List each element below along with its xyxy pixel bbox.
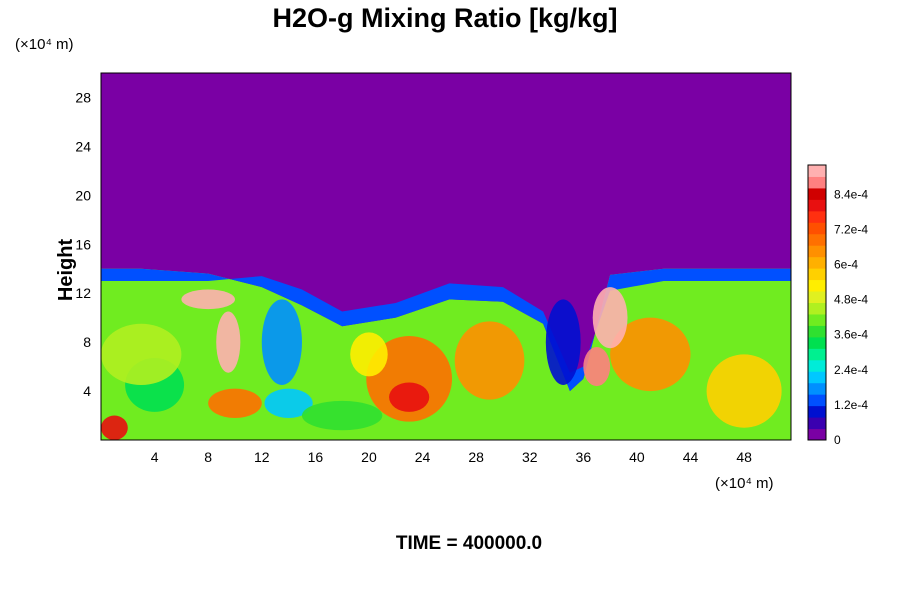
colorbar-swatch <box>808 176 826 189</box>
x-axis-unit: (×10⁴ m) <box>715 475 774 492</box>
field-feature <box>264 388 313 418</box>
colorbar-label: 3.6e-4 <box>834 328 868 342</box>
colorbar-swatch <box>808 313 826 326</box>
field-feature <box>610 317 691 392</box>
x-tick-label: 8 <box>204 449 212 465</box>
field-feature <box>301 400 383 431</box>
colorbar-swatch <box>808 382 826 395</box>
x-tick-label: 32 <box>522 449 538 465</box>
x-tick-label: 16 <box>308 449 324 465</box>
field-feature <box>706 354 782 428</box>
x-tick-label: 36 <box>576 449 592 465</box>
colorbar-swatch <box>808 405 826 418</box>
colorbar-label: 8.4e-4 <box>834 187 868 201</box>
x-tick-label: 48 <box>736 449 752 465</box>
colorbar-swatch <box>808 348 826 361</box>
x-tick-label: 24 <box>415 449 431 465</box>
colorbar-swatch <box>808 359 826 372</box>
y-axis-unit: (×10⁴ m) <box>15 36 74 53</box>
field-feature <box>350 332 388 377</box>
colorbar-swatch <box>808 417 826 430</box>
colorbar-frame <box>807 164 827 441</box>
field-feature <box>583 347 611 387</box>
x-tick-label: 4 <box>151 449 159 465</box>
field-transition-band <box>101 268 791 392</box>
field-feature <box>389 382 430 412</box>
y-tick-label: 4 <box>83 383 91 399</box>
colorbar-swatch <box>808 428 826 441</box>
plot-area <box>101 73 791 440</box>
y-tick-label: 20 <box>75 187 91 203</box>
x-tick-label: 28 <box>468 449 484 465</box>
colorbar-swatch <box>808 268 826 281</box>
colorbar-swatch <box>808 222 826 235</box>
colorbar-label: 4.8e-4 <box>834 293 868 307</box>
y-tick-label: 8 <box>83 334 91 350</box>
colorbar-labels: 8.4e-4 7.2e-4 6e-4 4.8e-4 3.6e-4 2.4e-4 1.2e-4… <box>834 187 868 447</box>
colorbar-swatch <box>808 371 826 384</box>
colorbar-swatch <box>808 325 826 338</box>
colorbar-label: 7.2e-4 <box>834 222 868 236</box>
x-tick-label: 40 <box>629 449 645 465</box>
y-axis-ticks: 4 8 12 16 20 24 28 <box>75 89 91 399</box>
colorbar-label: 1.2e-4 <box>834 398 868 412</box>
field-feature <box>454 321 525 400</box>
colorbar-label: 2.4e-4 <box>834 363 868 377</box>
colorbar-swatch <box>808 394 826 407</box>
colorbar <box>807 164 827 441</box>
colorbar-label: 6e-4 <box>834 257 858 271</box>
time-label: TIME = 400000.0 <box>396 533 542 554</box>
field-feature <box>216 311 241 373</box>
colorbar-swatch <box>808 336 826 349</box>
field-feature <box>101 415 128 440</box>
colorbar-swatch <box>808 233 826 246</box>
x-axis-ticks: 4 8 12 16 20 24 28 32 36 40 44 48 <box>151 449 752 465</box>
colorbar-swatch <box>808 256 826 269</box>
x-tick-label: 44 <box>683 449 699 465</box>
x-tick-label: 20 <box>361 449 377 465</box>
field-feature <box>366 336 453 422</box>
field-feature <box>592 287 628 349</box>
colorbar-swatch <box>808 187 826 200</box>
y-tick-label: 24 <box>75 138 91 154</box>
colorbar-swatch <box>808 245 826 258</box>
colorbar-swatch <box>808 291 826 303</box>
field-feature <box>261 299 302 385</box>
colorbar-swatch <box>808 165 826 177</box>
chart-title: H2O-g Mixing Ratio [kg/kg] <box>272 3 617 33</box>
colorbar-swatch <box>808 279 826 292</box>
colorbar-swatch <box>808 302 826 315</box>
y-tick-label: 12 <box>75 285 91 301</box>
x-tick-label: 12 <box>254 449 270 465</box>
y-tick-label: 16 <box>75 236 91 252</box>
field-feature <box>101 323 182 385</box>
field-feature <box>181 289 235 310</box>
colorbar-swatch <box>808 210 826 223</box>
y-tick-label: 28 <box>75 89 91 105</box>
y-axis-label: Height <box>55 239 77 302</box>
field-feature <box>208 388 262 418</box>
plot-frame <box>100 72 792 441</box>
colorbar-label: 0 <box>834 433 841 447</box>
colorbar-swatch <box>808 199 826 212</box>
field-feature <box>545 299 581 385</box>
